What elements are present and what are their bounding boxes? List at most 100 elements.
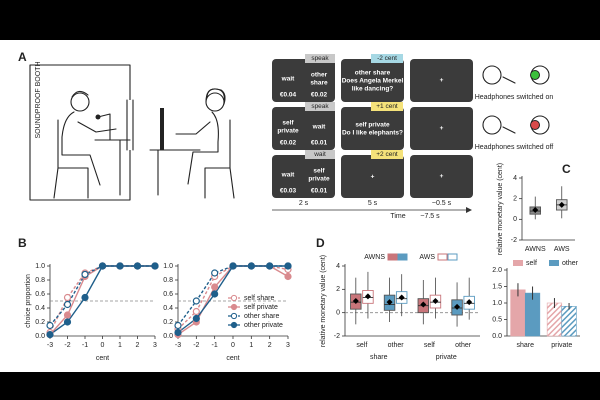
x-tick-label: 3 (286, 342, 290, 349)
x-tick-label: AWS (554, 246, 570, 253)
legend-label: AWS (419, 254, 435, 261)
headphone-label: Headphones switched off (475, 144, 554, 151)
x-tick-label: 1 (118, 342, 122, 349)
legend-marker (230, 294, 238, 302)
y-tick-label: 2 (336, 286, 340, 293)
monitor (160, 108, 164, 150)
option-text: other (311, 72, 328, 79)
screen-text: like dancing? (352, 86, 394, 93)
x-tick-label: 1 (249, 342, 253, 349)
data-point (63, 318, 72, 326)
legend-swatch (397, 253, 408, 261)
y-tick-label: -2 (334, 333, 340, 340)
cue-tag (305, 102, 335, 111)
y-tick-label: 0.4 (35, 305, 45, 312)
body (61, 111, 101, 186)
y-tick-label: 2.0 (492, 267, 502, 274)
legend-label: self (526, 260, 537, 267)
data-point (116, 262, 124, 270)
duration: ~0.5 s (432, 200, 452, 207)
panel-label: C (562, 162, 571, 176)
data-point (174, 321, 182, 330)
y-tick-label: 0.2 (163, 319, 173, 326)
screen-text: self private (355, 122, 390, 129)
data-point (211, 283, 219, 291)
y-tick-label: 2 (513, 196, 517, 203)
fixation: + (440, 77, 444, 84)
option-text: private (308, 176, 330, 183)
box-mean (386, 299, 393, 306)
legend-marker (230, 321, 238, 329)
panel-label: B (18, 236, 27, 250)
x-axis-label: cent (96, 355, 109, 362)
microphone (502, 76, 516, 84)
bottom-bar (0, 372, 600, 400)
chair (204, 119, 235, 199)
cue-text: speak (311, 55, 329, 62)
y-tick-label: 0 (336, 310, 340, 317)
data-point (174, 328, 182, 337)
data-point (46, 331, 54, 339)
data-point (284, 262, 292, 270)
box-mean (532, 207, 539, 214)
y-tick-label: 1.5 (492, 283, 502, 290)
booth-illustration: SOUNDPROOF BOOTH (29, 61, 235, 201)
amount: €0.01 (311, 140, 328, 147)
data-point (192, 307, 200, 316)
y-tick-label: -2 (511, 237, 517, 244)
headphone-indicator (530, 120, 540, 130)
box-mean (420, 301, 427, 308)
option-text: share (310, 80, 328, 87)
feedback-text: +2 cent (376, 151, 398, 158)
legend-swatch (437, 253, 448, 261)
x-tick-label: private (551, 342, 572, 349)
legend-marker (230, 312, 238, 320)
data-point (81, 270, 89, 278)
screen (272, 59, 335, 102)
x-tick-label: -1 (212, 342, 218, 349)
screen-text: Does Angela Merkel (342, 78, 404, 85)
x-tick-label: other (388, 342, 405, 349)
legend-label: other share (244, 313, 280, 320)
y-tick-label: 0 (513, 216, 517, 223)
x-tick-label: self (424, 342, 435, 349)
arm (77, 121, 117, 133)
data-point (192, 314, 200, 323)
group-label: share (370, 354, 388, 361)
screen (272, 107, 335, 150)
legend-label: self share (244, 295, 274, 302)
legend-label: other (562, 260, 579, 267)
option-text: private (277, 128, 299, 135)
x-tick-label: AWNS (525, 246, 546, 253)
x-tick-label: share (516, 342, 534, 349)
head (482, 65, 502, 85)
x-tick-label: 3 (153, 342, 157, 349)
bar (510, 289, 526, 337)
data-point (266, 262, 274, 270)
legend-swatch (513, 260, 523, 266)
data-point (63, 293, 72, 302)
x-tick-label: other (455, 342, 472, 349)
y-tick-label: 0.4 (163, 305, 173, 312)
fixation: + (440, 125, 444, 132)
cue-text: wait (313, 151, 326, 158)
y-tick-label: 4 (336, 263, 340, 270)
data-point (98, 262, 107, 270)
y-axis-label: choice proportion (25, 274, 32, 328)
duration: 2 s (299, 200, 309, 207)
legend-label: other private (244, 322, 283, 329)
x-tick-label: 2 (268, 342, 272, 349)
feedback-tag (371, 150, 403, 159)
x-tick-label: -3 (175, 342, 181, 349)
option-text: wait (281, 76, 295, 83)
option-text: wait (281, 172, 295, 179)
data-point (63, 311, 72, 319)
head (70, 92, 90, 112)
amount: €0.01 (311, 188, 328, 195)
headphone-label: Headphones switched on (475, 94, 554, 101)
microphone (502, 126, 516, 134)
panel-label: D (316, 236, 325, 250)
hair (71, 90, 89, 98)
